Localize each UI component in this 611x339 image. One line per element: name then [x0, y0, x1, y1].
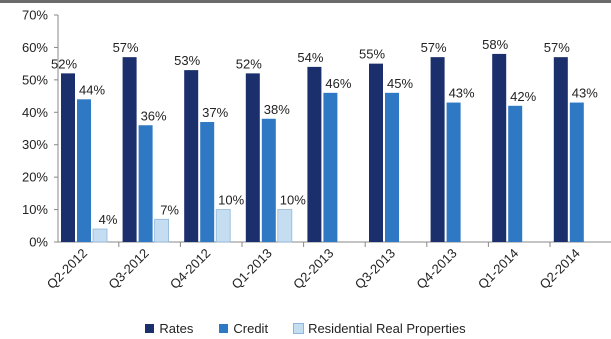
- bar: [261, 118, 276, 242]
- data-label: 55%: [359, 47, 385, 62]
- bar: [508, 105, 523, 242]
- y-tick-label: 60%: [22, 40, 48, 55]
- x-category-label: Q2-2012: [44, 246, 90, 292]
- data-label: 57%: [544, 40, 570, 55]
- x-category-label: Q1-2013: [229, 246, 275, 292]
- bar: [200, 122, 215, 242]
- y-tick-label: 0%: [29, 235, 48, 250]
- bar: [277, 209, 293, 243]
- legend-swatch: [293, 322, 305, 334]
- y-tick-label: 30%: [22, 137, 48, 152]
- y-tick-label: 10%: [22, 202, 48, 217]
- bar: [184, 70, 199, 242]
- x-category-label: Q3-2013: [352, 246, 398, 292]
- y-tick-label: 20%: [22, 170, 48, 185]
- bar: [430, 57, 445, 243]
- x-category-label: Q4-2013: [413, 246, 459, 292]
- bar: [215, 209, 231, 243]
- legend-label: Rates: [159, 320, 194, 336]
- bar: [307, 66, 322, 242]
- bar: [154, 218, 170, 243]
- data-label: 52%: [236, 56, 262, 71]
- data-label: 46%: [325, 76, 351, 91]
- data-label: 57%: [113, 40, 139, 55]
- data-label: 10%: [218, 193, 244, 208]
- bar: [138, 125, 153, 242]
- data-label: 7%: [160, 202, 179, 217]
- bar: [553, 57, 568, 243]
- data-label: 44%: [79, 82, 105, 97]
- data-label: 37%: [202, 105, 228, 120]
- legend-item: Residential Real Properties: [293, 318, 466, 338]
- data-label: 38%: [264, 102, 290, 117]
- y-tick-label: 50%: [22, 72, 48, 87]
- data-label: 10%: [280, 193, 306, 208]
- bar: [569, 102, 584, 242]
- data-label: 58%: [482, 37, 508, 52]
- legend-label: Credit: [233, 320, 269, 336]
- bar: [369, 63, 383, 243]
- legend-swatch: [145, 323, 155, 333]
- legend-label: Residential Real Properties: [308, 320, 466, 336]
- bar: [385, 92, 399, 242]
- y-tick-label: 70%: [22, 8, 48, 23]
- data-label: 42%: [510, 89, 536, 104]
- top-border: [0, 0, 611, 3]
- bar: [122, 57, 137, 243]
- data-label: 57%: [421, 40, 447, 55]
- x-category-label: Q3-2012: [105, 246, 151, 292]
- x-category-label: Q2-2013: [290, 246, 336, 292]
- data-label: 43%: [449, 86, 475, 101]
- bar: [61, 73, 75, 242]
- data-label: 52%: [51, 56, 77, 71]
- y-tick-label: 40%: [22, 105, 48, 120]
- legend-item: Credit: [219, 318, 268, 338]
- bar: [245, 73, 260, 242]
- data-label: 36%: [141, 108, 167, 123]
- data-label: 45%: [387, 76, 413, 91]
- legend-item: Rates: [145, 318, 193, 338]
- x-category-label: Q4-2012: [167, 246, 213, 292]
- data-label: 54%: [297, 50, 323, 65]
- data-label: 4%: [99, 212, 118, 227]
- data-label: 43%: [572, 86, 598, 101]
- bar: [446, 102, 461, 242]
- legend-swatch: [219, 323, 229, 333]
- x-category-label: Q2-2014: [537, 246, 583, 292]
- legend: Rates Credit Residential Real Properties: [0, 318, 611, 338]
- x-category-label: Q1-2014: [475, 246, 521, 292]
- bar: [492, 53, 507, 242]
- bar: [77, 99, 91, 242]
- bar: [92, 228, 108, 243]
- data-label: 53%: [174, 53, 200, 68]
- bar: [323, 92, 338, 242]
